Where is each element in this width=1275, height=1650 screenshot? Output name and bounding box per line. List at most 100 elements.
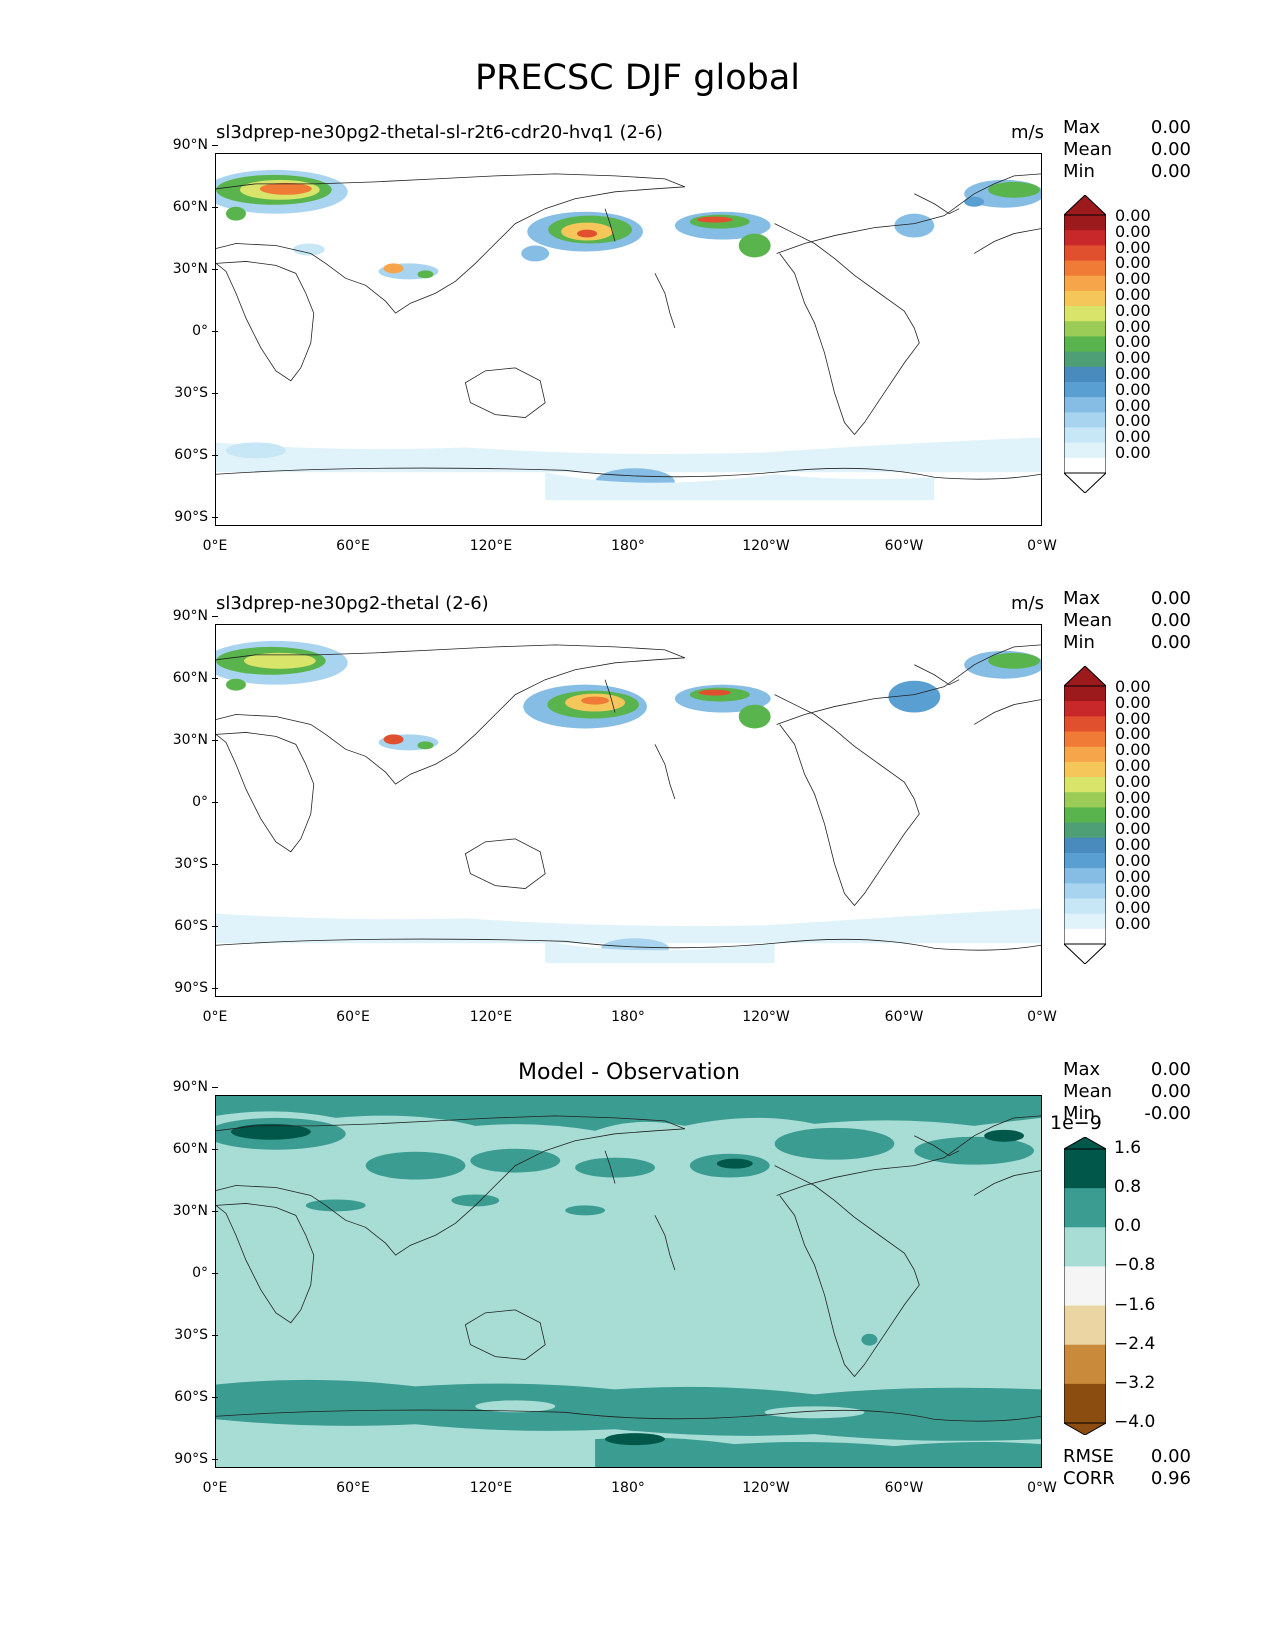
colorbar-segment <box>1064 351 1106 368</box>
colorbar-tick-label: 0.00 <box>1115 803 1151 823</box>
x-tick-label: 0°E <box>202 1009 228 1025</box>
colorbar-tick-label: 0.00 <box>1115 206 1151 225</box>
colorbar-tick-label: 0.00 <box>1115 708 1151 728</box>
y-tick-label: 90°S <box>174 1451 218 1467</box>
precip-map-plot <box>215 153 1042 526</box>
x-tick-label: 120°E <box>469 1009 513 1025</box>
colorbar-segment <box>1064 321 1106 337</box>
colorbar-segment <box>1064 1188 1106 1228</box>
y-tick-label: 0° <box>192 323 218 339</box>
colorbar-segment <box>1064 1149 1106 1189</box>
x-tick-label: 0°W <box>1027 1009 1057 1025</box>
units-label: m/s <box>1011 593 1044 614</box>
colorbar-segment <box>1064 928 1106 945</box>
stat-value: 0.00 <box>1150 610 1191 631</box>
colorbar-segment <box>1064 761 1106 778</box>
panel-title: Model - Observation <box>518 1060 740 1085</box>
x-tick-label: 0°E <box>202 538 228 554</box>
stat-label: Mean <box>1063 1081 1113 1102</box>
panel-title: sl3dprep-ne30pg2-thetal (2-6) <box>216 593 489 614</box>
colorbar-segment <box>1064 837 1106 854</box>
colorbar-segment <box>1064 731 1106 748</box>
colorbar-segment <box>1064 245 1106 262</box>
colorbar-segment <box>1064 686 1106 702</box>
colorbar-tick-label: 0.00 <box>1115 756 1151 775</box>
stat-label: Min <box>1063 1103 1095 1124</box>
colorbar-segment <box>1064 792 1106 808</box>
x-tick-label: 120°W <box>742 1480 790 1496</box>
colorbar-tick-label: 0.00 <box>1115 332 1151 352</box>
colorbar-segment <box>1064 1266 1106 1307</box>
colorbar-tick-label: −1.6 <box>1114 1294 1156 1315</box>
y-tick-label: 30°N <box>172 261 219 277</box>
coastlines <box>216 173 1041 480</box>
y-tick-label: 60°S <box>174 1389 218 1405</box>
colorbar-tick-label: 0.00 <box>1115 819 1151 839</box>
colorbar-tick-label: 0.00 <box>1115 427 1151 447</box>
stat-label: Max <box>1063 1059 1101 1080</box>
colorbar-segment <box>1064 442 1106 459</box>
colorbar-tick-label: −0.8 <box>1114 1255 1156 1276</box>
y-tick-label: 60°N <box>172 1141 219 1157</box>
metric-label: RMSE <box>1063 1446 1114 1467</box>
colorbar <box>1062 1136 1108 1436</box>
stat-label: Max <box>1063 588 1101 609</box>
colorbar-tick-label: 0.00 <box>1115 348 1151 368</box>
colorbar-extend-min <box>1062 472 1108 494</box>
stat-label: Mean <box>1063 139 1113 160</box>
stats-box: Max 0.00 Mean 0.00 Min 0.00 <box>1063 588 1191 654</box>
y-tick-label: 30°S <box>174 385 218 401</box>
colorbar-tick-label: 0.00 <box>1115 300 1151 320</box>
stat-label: Min <box>1063 161 1095 182</box>
panel-title: sl3dprep-ne30pg2-thetal-sl-r2t6-cdr20-hv… <box>216 122 663 143</box>
colorbar-tick-label: 0.00 <box>1115 379 1151 399</box>
colorbar-tick-label: 0.00 <box>1115 914 1151 933</box>
colorbar-extend-min <box>1062 943 1108 965</box>
x-tick-label: 60°E <box>336 538 370 554</box>
colorbar-segment <box>1064 868 1106 884</box>
x-tick-label: 60°E <box>336 1480 370 1496</box>
x-tick-label: 120°W <box>742 1009 790 1025</box>
colorbar-segment <box>1064 275 1106 292</box>
stat-value: 0.00 <box>1150 1081 1191 1102</box>
colorbar-tick-label: 0.00 <box>1115 724 1151 744</box>
colorbar-tick-label: 0.00 <box>1115 237 1151 257</box>
stat-value: 0.00 <box>1150 1059 1191 1080</box>
stat-value: 0.00 <box>1150 588 1191 609</box>
colorbar-segment <box>1064 746 1106 763</box>
colorbar-segment <box>1064 366 1106 383</box>
y-tick-label: 30°S <box>174 1327 218 1343</box>
x-tick-label: 180° <box>611 1009 645 1025</box>
colorbar-tick-label: −2.4 <box>1114 1333 1156 1354</box>
colorbar-extend-min <box>1062 1422 1108 1436</box>
stat-label: Max <box>1063 117 1101 138</box>
colorbar-offset-label: 1e−9 <box>1050 1112 1102 1134</box>
y-tick-label: 0° <box>192 1265 218 1281</box>
x-tick-label: 60°W <box>884 1009 924 1025</box>
units-label: m/s <box>1011 122 1044 143</box>
colorbar-segment <box>1064 306 1106 322</box>
colorbar-segment <box>1064 1227 1106 1267</box>
colorbar-extend-max <box>1062 194 1108 216</box>
stat-label: Min <box>1063 632 1095 653</box>
y-tick-label: 60°S <box>174 918 218 934</box>
x-tick-label: 120°E <box>469 1480 513 1496</box>
precip-map-plot <box>215 624 1042 997</box>
y-tick-label: 0° <box>192 794 218 810</box>
colorbar-tick-label: 0.00 <box>1115 850 1151 870</box>
x-tick-label: 60°W <box>884 1480 924 1496</box>
colorbar-tick-label: 0.00 <box>1115 677 1151 696</box>
x-tick-label: 60°E <box>336 1009 370 1025</box>
colorbar-segment <box>1064 852 1106 869</box>
difference-map-plot <box>215 1095 1042 1468</box>
colorbar-tick-label: 0.00 <box>1115 866 1151 886</box>
y-tick-label: 90°N <box>172 137 219 153</box>
stat-value: 0.00 <box>1150 632 1191 653</box>
colorbar-tick-label: 0.00 <box>1115 269 1151 289</box>
colorbar-segment <box>1064 1383 1106 1424</box>
y-tick-label: 60°N <box>172 199 219 215</box>
colorbar-tick-label: 0.00 <box>1115 787 1151 807</box>
coastlines <box>216 1115 1041 1422</box>
colorbar-tick-label: 0.8 <box>1114 1177 1142 1198</box>
colorbar-segment <box>1064 1305 1106 1346</box>
